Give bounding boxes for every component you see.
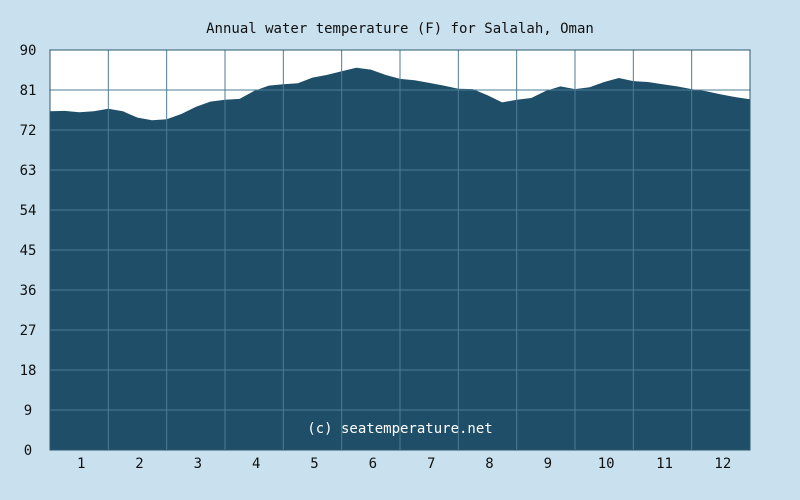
- x-tick-label: 2: [135, 456, 143, 472]
- x-tick-label: 3: [194, 456, 202, 472]
- x-tick-label: 5: [310, 456, 318, 472]
- y-tick-label: 45: [20, 243, 37, 259]
- x-tick-label: 8: [485, 456, 493, 472]
- y-tick-label: 63: [20, 163, 37, 179]
- watermark: (c) seatemperature.net: [307, 421, 492, 437]
- y-tick-label: 27: [20, 323, 37, 339]
- x-tick-label: 9: [544, 456, 552, 472]
- y-tick-label: 18: [20, 363, 37, 379]
- plot-border: [49, 49, 751, 451]
- x-tick-label: 10: [598, 456, 615, 472]
- y-tick-label: 81: [20, 83, 37, 99]
- x-tick-label: 7: [427, 456, 435, 472]
- x-axis: 1 2 3 4 5 6 7 8 9 10 11 12: [77, 456, 731, 472]
- x-tick-label: 6: [369, 456, 377, 472]
- x-tick-label: 12: [714, 456, 731, 472]
- y-tick-label: 54: [20, 203, 37, 219]
- y-tick-label: 9: [24, 403, 32, 419]
- x-tick-label: 4: [252, 456, 260, 472]
- x-tick-label: 1: [77, 456, 85, 472]
- y-tick-label: 72: [20, 123, 37, 139]
- chart-title: Annual water temperature (F) for Salalah…: [206, 21, 594, 37]
- y-tick-label: 36: [20, 283, 37, 299]
- y-axis: 0 9 18 27 36 45 54 63 72 81 90: [20, 43, 37, 459]
- y-tick-label: 90: [20, 43, 37, 59]
- x-tick-label: 11: [656, 456, 673, 472]
- y-tick-label: 0: [24, 443, 32, 459]
